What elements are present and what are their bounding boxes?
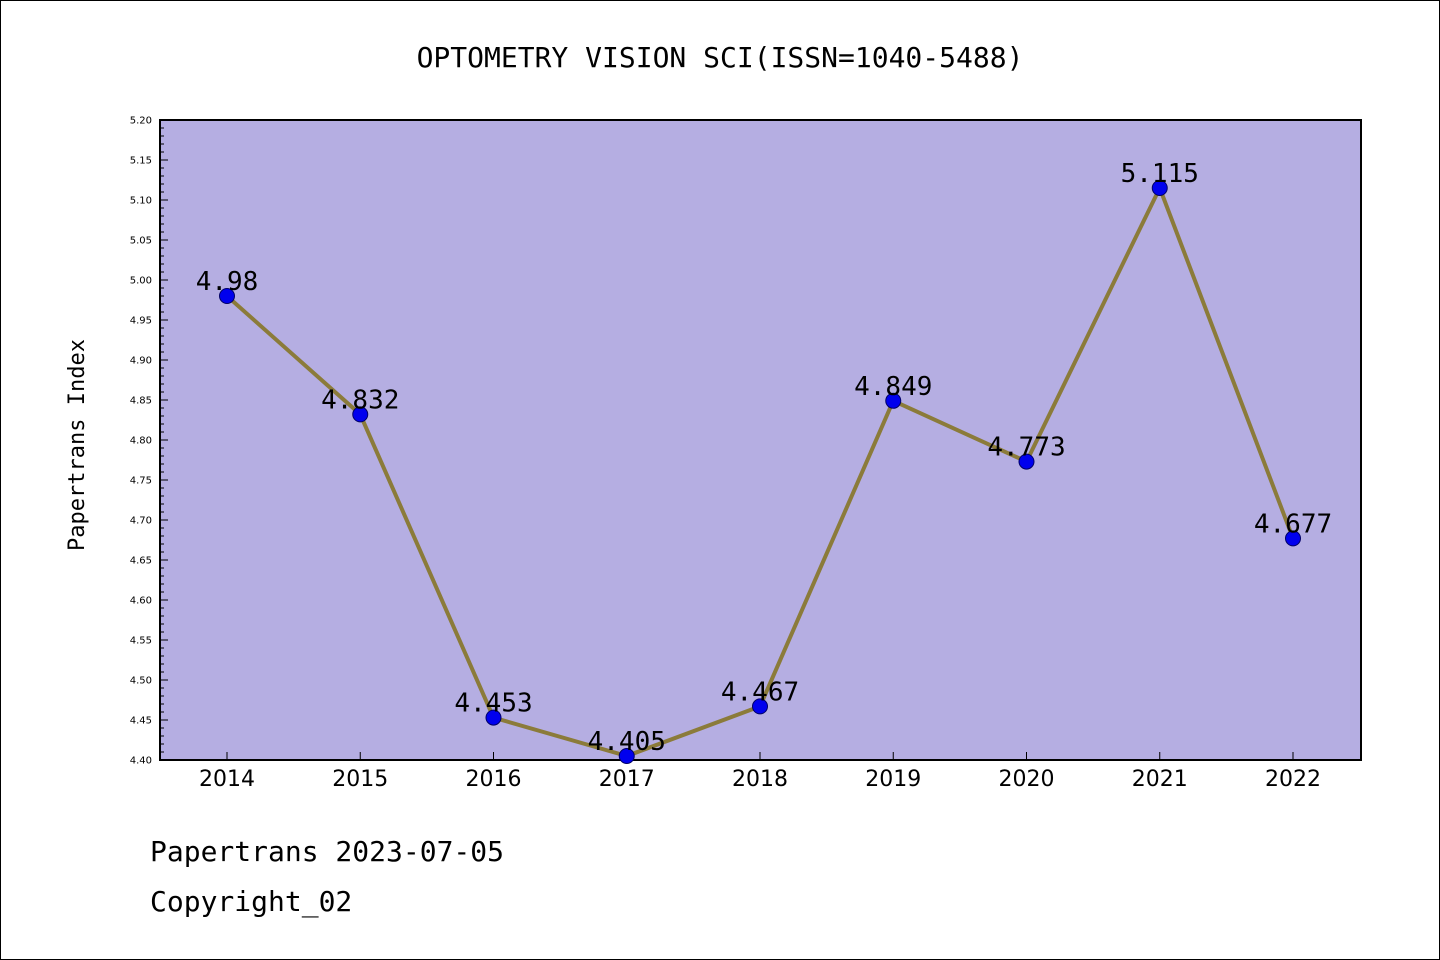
data-label: 4.773 [987,433,1065,463]
footer-date: Papertrans 2023-07-05 [150,835,505,868]
data-label: 4.849 [854,372,932,402]
x-tick-label: 2017 [599,767,655,792]
y-tick-label: 4.70 [130,516,152,527]
data-label: 4.453 [454,689,532,719]
y-tick-label: 5.15 [130,156,152,167]
y-tick-label: 4.50 [130,676,152,687]
data-point [1018,453,1035,470]
chart-title: OPTOMETRY VISION SCI(ISSN=1040-5488) [417,41,1024,74]
x-tick-label: 2020 [999,767,1055,792]
y-tick-label: 4.95 [130,316,152,327]
y-tick-label: 4.40 [130,756,152,767]
y-tick-label: 4.75 [130,476,152,487]
y-tick-label: 4.60 [130,596,152,607]
data-label: 4.467 [721,677,799,707]
data-label: 4.832 [321,385,399,415]
data-points [219,180,1301,764]
plot-area [159,119,1362,761]
y-tick-label: 5.10 [130,196,152,207]
footer-copyright: Copyright_02 [150,885,353,918]
y-tick-label: 4.65 [130,556,152,567]
y-tick-label: 4.55 [130,636,152,647]
data-label: 4.405 [588,727,666,757]
x-tick-label: 2022 [1265,767,1321,792]
data-point [885,392,902,409]
data-label: 4.677 [1254,509,1332,539]
y-tick-label: 4.85 [130,396,152,407]
data-point [752,698,768,715]
data-point [352,406,369,423]
x-axis-ticks: 2014 2015 2016 2017 2018 2019 2020 2021 2022 [199,752,1321,792]
x-tick-label: 2018 [732,767,788,792]
y-tick-label: 5.00 [130,276,152,287]
y-axis-label: Papertrans Index [65,339,90,551]
x-tick-label: 2019 [865,767,921,792]
data-label: 5.115 [1121,159,1199,189]
y-axis-ticks: 4.40 4.45 4.50 4.55 4.60 4.65 4.70 4.75 4.80 4.85… [130,116,168,767]
y-tick-label: 4.90 [130,356,152,367]
data-point [219,288,235,304]
data-labels: 4.98 4.832 4.453 4.405 4.467 4.849 4.773 5.115 4… [196,159,1332,757]
x-tick-label: 2021 [1132,767,1188,792]
y-tick-label: 5.20 [130,116,152,127]
y-tick-label: 4.80 [130,436,152,447]
data-point [1151,180,1168,196]
y-tick-label: 4.45 [130,716,152,727]
data-point [1285,530,1301,547]
y-tick-label: 5.05 [130,236,152,247]
data-point [485,709,502,726]
x-tick-label: 2016 [466,767,522,792]
x-tick-label: 2014 [199,767,255,792]
data-label: 4.98 [196,267,259,297]
data-point [618,748,635,764]
x-tick-label: 2015 [332,767,388,792]
